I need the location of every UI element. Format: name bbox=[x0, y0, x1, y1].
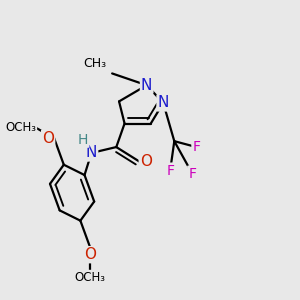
Text: F: F bbox=[166, 164, 174, 178]
Text: N: N bbox=[86, 146, 97, 160]
Text: N: N bbox=[158, 95, 169, 110]
Text: O: O bbox=[42, 131, 54, 146]
Text: F: F bbox=[188, 167, 196, 181]
Text: OCH₃: OCH₃ bbox=[74, 271, 106, 284]
Text: OCH₃: OCH₃ bbox=[5, 122, 36, 134]
Text: N: N bbox=[141, 78, 152, 93]
Text: F: F bbox=[192, 140, 200, 154]
Text: CH₃: CH₃ bbox=[83, 58, 106, 70]
Text: H: H bbox=[78, 133, 88, 147]
Text: O: O bbox=[84, 247, 96, 262]
Text: O: O bbox=[140, 154, 152, 169]
